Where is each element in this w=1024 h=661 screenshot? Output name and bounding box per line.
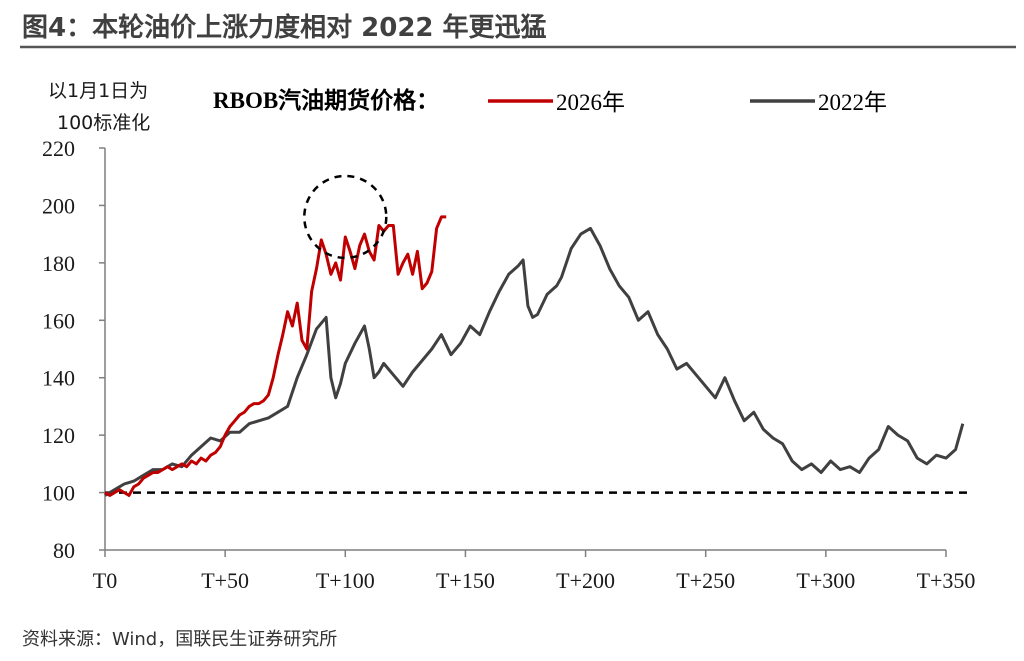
y-tick-label: 160 (42, 308, 75, 333)
unit-label-line1: 以1月1日为 (48, 80, 148, 102)
x-tick-label: T+200 (556, 568, 615, 593)
y-tick-label: 220 (42, 136, 75, 161)
figure-title: 图4：本轮油价上涨力度相对 2022 年更迅猛 (22, 12, 547, 43)
x-tick-label: T+250 (676, 568, 735, 593)
legend-label-2022: 2022年 (818, 90, 887, 115)
y-tick-label: 180 (42, 251, 75, 276)
plot-area: 80 100 120 140 160 180 200 220 T0 T+50 T+100 T+150 T… (42, 136, 975, 593)
unit-label-line2: 100标准化 (57, 112, 150, 134)
y-tick-label: 140 (42, 366, 75, 391)
y-tick-label: 200 (42, 193, 75, 218)
source-note: 资料来源：Wind，国联民生证券研究所 (22, 629, 337, 650)
x-tick-label: T+300 (796, 568, 855, 593)
series-line-2026 (104, 215, 447, 497)
x-tick-label: T0 (93, 568, 117, 593)
x-tick-label: T+350 (917, 568, 976, 593)
y-tick-label: 120 (42, 423, 75, 448)
x-tick-label: T+150 (436, 568, 495, 593)
legend-label-2026: 2026年 (556, 90, 625, 115)
x-tick-label: T+50 (201, 568, 249, 593)
y-tick-label: 100 (42, 481, 75, 506)
x-tick-label: T+100 (316, 568, 375, 593)
y-tick-label: 80 (53, 538, 75, 563)
legend-title: RBOB汽油期货价格： (213, 87, 439, 113)
series-line-2022 (104, 226, 965, 497)
